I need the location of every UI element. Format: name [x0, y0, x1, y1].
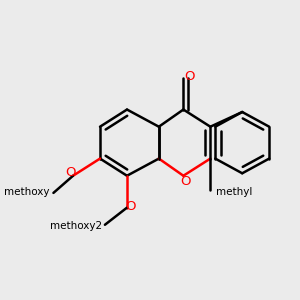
Text: O: O	[184, 70, 195, 83]
Text: methyl: methyl	[217, 187, 253, 197]
Text: O: O	[65, 166, 76, 178]
Text: methoxy2: methoxy2	[50, 221, 103, 231]
Text: O: O	[181, 176, 191, 188]
Text: methoxy: methoxy	[4, 187, 50, 197]
Text: O: O	[125, 200, 136, 213]
